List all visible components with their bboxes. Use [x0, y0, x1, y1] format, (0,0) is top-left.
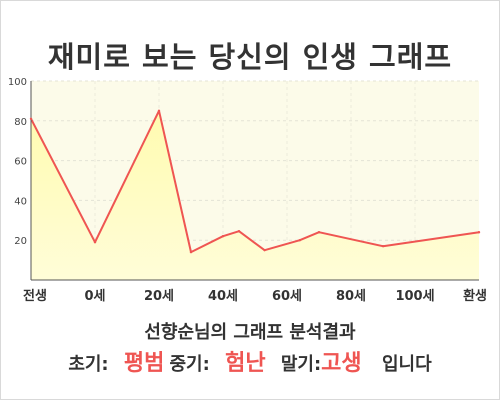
early-value: 평범 — [123, 351, 165, 376]
page-title: 재미로 보는 당신의 인생 그래프 — [47, 40, 453, 74]
data-point — [381, 244, 385, 248]
data-point — [298, 239, 301, 242]
x-tick-label: 60세 — [272, 289, 302, 304]
ending-text: 입니다 — [381, 354, 432, 375]
data-point — [93, 240, 97, 244]
data-point — [317, 231, 321, 234]
x-tick-label: 20세 — [144, 289, 174, 304]
data-point — [221, 235, 225, 238]
y-tick-label: 40 — [14, 196, 27, 207]
data-point — [157, 109, 161, 113]
mid-label: 중기: — [169, 354, 210, 375]
x-tick-label: 80세 — [336, 289, 366, 304]
x-tick-label: 40세 — [208, 289, 238, 304]
x-tick-label: 100세 — [395, 289, 434, 304]
data-point — [29, 117, 33, 121]
data-point — [477, 231, 481, 234]
y-tick-label: 80 — [14, 117, 27, 128]
x-tick-label: 전생 — [23, 288, 47, 304]
y-tick-label: 100 — [8, 77, 27, 88]
area-fill — [31, 110, 479, 280]
analysis-summary: 초기: 평범 중기: 험난 말기:고생 입니다 — [0, 345, 500, 377]
data-point — [237, 230, 241, 233]
data-point — [263, 248, 266, 252]
late-label: 말기: — [280, 354, 322, 375]
late-value: 고생 — [321, 351, 362, 376]
y-tick-label: 20 — [14, 236, 27, 247]
analysis-subtitle: 선향순님의 그래프 분석결과 — [144, 322, 356, 343]
x-tick-label: 0세 — [84, 289, 105, 304]
mid-value: 험난 — [225, 351, 266, 376]
y-tick-label: 60 — [14, 157, 27, 168]
early-label: 초기: — [68, 354, 109, 375]
data-point — [189, 250, 193, 254]
x-tick-label: 환생 — [463, 288, 487, 304]
